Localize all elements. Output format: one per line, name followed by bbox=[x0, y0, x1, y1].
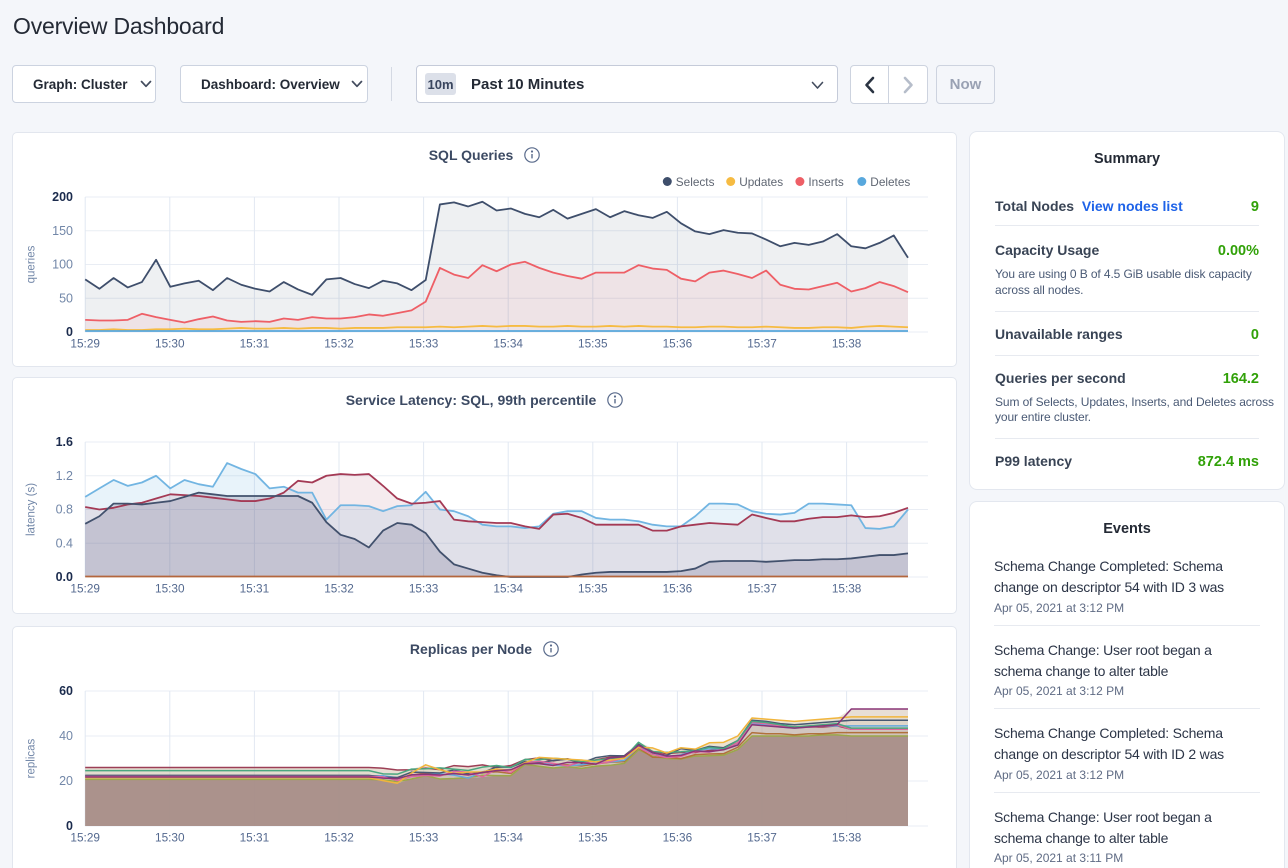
svg-text:15:32: 15:32 bbox=[324, 831, 354, 845]
svg-text:15:36: 15:36 bbox=[663, 582, 693, 596]
svg-text:150: 150 bbox=[52, 224, 73, 238]
svg-text:replicas: replicas bbox=[26, 738, 38, 778]
svg-text:1.2: 1.2 bbox=[56, 469, 73, 483]
svg-text:0.0: 0.0 bbox=[56, 570, 73, 584]
svg-text:15:33: 15:33 bbox=[409, 831, 439, 845]
svg-text:15:32: 15:32 bbox=[324, 337, 354, 351]
svg-text:Inserts: Inserts bbox=[808, 175, 844, 189]
svg-text:15:37: 15:37 bbox=[747, 831, 777, 845]
svg-text:15:35: 15:35 bbox=[578, 337, 608, 351]
svg-text:15:33: 15:33 bbox=[409, 582, 439, 596]
svg-text:40: 40 bbox=[59, 729, 73, 743]
svg-text:0.8: 0.8 bbox=[56, 503, 73, 517]
svg-text:0: 0 bbox=[66, 819, 73, 833]
svg-text:15:37: 15:37 bbox=[747, 337, 777, 351]
svg-text:15:29: 15:29 bbox=[70, 831, 100, 845]
svg-text:60: 60 bbox=[59, 684, 73, 698]
svg-text:15:29: 15:29 bbox=[70, 582, 100, 596]
svg-text:0.4: 0.4 bbox=[56, 536, 73, 550]
svg-text:15:36: 15:36 bbox=[663, 831, 693, 845]
svg-text:100: 100 bbox=[52, 258, 73, 272]
svg-text:15:38: 15:38 bbox=[832, 582, 862, 596]
svg-text:Selects: Selects bbox=[676, 175, 715, 189]
svg-text:15:32: 15:32 bbox=[324, 582, 354, 596]
svg-text:15:36: 15:36 bbox=[663, 337, 693, 351]
svg-text:15:30: 15:30 bbox=[155, 337, 185, 351]
svg-text:15:34: 15:34 bbox=[493, 831, 523, 845]
svg-text:15:33: 15:33 bbox=[409, 337, 439, 351]
svg-text:15:31: 15:31 bbox=[240, 831, 270, 845]
svg-text:15:31: 15:31 bbox=[240, 337, 270, 351]
svg-text:15:37: 15:37 bbox=[747, 582, 777, 596]
svg-text:15:35: 15:35 bbox=[578, 582, 608, 596]
svg-text:15:34: 15:34 bbox=[493, 337, 523, 351]
svg-text:Updates: Updates bbox=[739, 175, 783, 189]
svg-text:15:30: 15:30 bbox=[155, 582, 185, 596]
svg-text:0: 0 bbox=[66, 325, 73, 339]
svg-text:15:31: 15:31 bbox=[240, 582, 270, 596]
svg-text:15:38: 15:38 bbox=[832, 831, 862, 845]
svg-text:15:29: 15:29 bbox=[70, 337, 100, 351]
svg-text:latency (s): latency (s) bbox=[26, 483, 38, 536]
svg-text:Deletes: Deletes bbox=[870, 175, 910, 189]
svg-text:1.6: 1.6 bbox=[56, 435, 73, 449]
svg-text:50: 50 bbox=[59, 291, 73, 305]
svg-text:queries: queries bbox=[26, 245, 38, 283]
svg-text:15:30: 15:30 bbox=[155, 831, 185, 845]
svg-text:20: 20 bbox=[59, 774, 73, 788]
svg-text:200: 200 bbox=[52, 190, 73, 204]
svg-text:15:35: 15:35 bbox=[578, 831, 608, 845]
svg-text:15:38: 15:38 bbox=[832, 337, 862, 351]
svg-text:15:34: 15:34 bbox=[493, 582, 523, 596]
